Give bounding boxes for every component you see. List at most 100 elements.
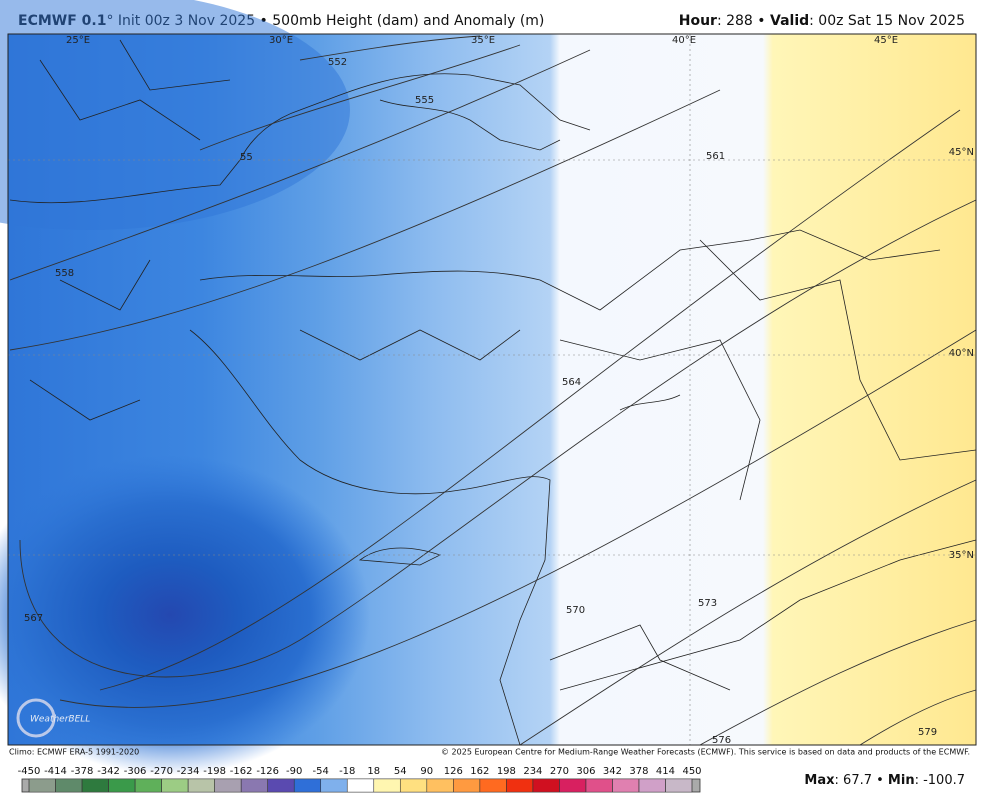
contour-label: 55 — [240, 152, 253, 163]
colorbar-tick-label: 450 — [682, 766, 701, 777]
header-valid: Hour: 288 • Valid: 00z Sat 15 Nov 2025 — [679, 13, 965, 29]
watermark-logo — [16, 698, 56, 738]
max-min: Max: 67.7 • Min: -100.7 — [804, 773, 965, 788]
longitude-label: 40°E — [672, 35, 696, 46]
colorbar-bin — [400, 778, 427, 793]
contour-label: 570 — [566, 605, 585, 616]
colorbar-bin — [347, 778, 374, 793]
border-line — [559, 339, 761, 501]
colorbar-bin — [134, 778, 162, 793]
colorbar-tick-label: -342 — [97, 766, 120, 777]
footer: Climo: ECMWF ERA-5 1991-2020 © 2025 Euro… — [9, 748, 970, 757]
colorbar-tick-label: -378 — [71, 766, 94, 777]
colorbar-tick-label: -234 — [177, 766, 200, 777]
graticule-labels: 25°E 30°E 35°E 40°E 45°E 45°N 40°N 35°N — [66, 35, 974, 561]
height-contours — [8, 34, 977, 746]
colorbar-tick-label: 342 — [603, 766, 622, 777]
border-line — [29, 39, 521, 421]
colorbar-tick-label: 414 — [656, 766, 675, 777]
contour-label: 573 — [698, 598, 717, 609]
borders — [9, 39, 977, 746]
colorbar-bin — [479, 778, 507, 793]
longitude-label: 25°E — [66, 35, 90, 46]
contour — [9, 89, 721, 351]
colorbar-tick-label: -198 — [203, 766, 226, 777]
text-segment: : -100.7 — [915, 773, 965, 788]
copyright: © 2025 European Centre for Medium-Range … — [441, 748, 970, 757]
colorbar-bin — [532, 778, 560, 793]
latitude-label: 35°N — [949, 550, 974, 561]
contour — [9, 49, 591, 281]
graticule — [8, 34, 976, 745]
text-segment: Min — [888, 773, 915, 788]
colorbar-tick-label: 306 — [576, 766, 595, 777]
latitude-label: 45°N — [949, 147, 974, 158]
contour-label: 564 — [562, 377, 581, 388]
lake — [619, 394, 681, 411]
colorbar-tick-label: -414 — [44, 766, 67, 777]
contour-label: 558 — [55, 268, 74, 279]
colorbar-bin — [187, 778, 215, 793]
contour-labels: 552 555 55 558 561 564 567 570 573 576 5… — [24, 57, 937, 746]
colorbar: -450 -414 -378 -342 -306 -270 -234 -198 -162 -126… — [18, 766, 702, 793]
colorbar-tick-label: 126 — [444, 766, 463, 777]
colorbar-tick-label: -162 — [230, 766, 253, 777]
colorbar-bin — [267, 778, 295, 793]
colorbar-bin — [108, 778, 136, 793]
text-segment: : 00z Sat 15 Nov 2025 — [809, 13, 965, 29]
colorbar-tick-label: -126 — [256, 766, 279, 777]
anatolia-coast — [189, 329, 551, 746]
colorbar-bin — [506, 778, 534, 793]
contour — [699, 619, 977, 746]
longitude-label: 45°E — [874, 35, 898, 46]
contour — [199, 44, 521, 151]
text-segment: : 288 • — [717, 13, 770, 29]
contour — [19, 199, 977, 678]
colorbar-tick-label: -54 — [313, 766, 329, 777]
colorbar-bin — [373, 778, 401, 793]
colorbar-tick-label: 378 — [629, 766, 648, 777]
colorbar-bin — [638, 778, 666, 793]
colorbar-bin — [161, 778, 189, 793]
colorbar-bin — [81, 778, 109, 793]
border-line — [699, 239, 977, 461]
anomaly-low — [0, 455, 370, 775]
map-frame — [7, 33, 977, 746]
colorbar-bin — [426, 778, 454, 793]
colorbar-bin — [453, 778, 481, 793]
contour-label: 576 — [712, 735, 731, 746]
colorbar-tick-label: -90 — [286, 766, 302, 777]
colorbar-tick-label: -18 — [339, 766, 355, 777]
text-segment: Valid — [770, 13, 809, 29]
colorbar-tick-label: 54 — [394, 766, 407, 777]
colorbar-bin — [214, 778, 242, 793]
colorbar-tick-label: 234 — [523, 766, 542, 777]
text-segment: Hour — [679, 13, 717, 29]
contour-label: 552 — [328, 57, 347, 68]
climo-note: Climo: ECMWF ERA-5 1991-2020 — [9, 748, 139, 757]
anomaly-low-north — [0, 0, 350, 230]
colorbar-bin — [559, 778, 587, 793]
colorbar-tick-label: -306 — [124, 766, 147, 777]
colorbar-bin — [55, 778, 83, 793]
contour — [299, 35, 481, 61]
contour — [99, 109, 961, 691]
colorbar-bin — [585, 778, 613, 793]
colorbar-tick-label: -450 — [18, 766, 41, 777]
text-segment: : 67.7 • — [835, 773, 888, 788]
colorbar-bin — [612, 778, 640, 793]
border-line — [559, 539, 977, 691]
watermark: WeatherBELL — [30, 715, 90, 725]
latitude-label: 40°N — [949, 348, 974, 359]
contour — [519, 479, 977, 746]
colorbar-bin — [665, 778, 693, 793]
border-line — [549, 624, 731, 691]
colorbar-tick-label: 18 — [367, 766, 380, 777]
colorbar-bin — [28, 778, 56, 793]
contour-label: 579 — [918, 727, 937, 738]
colorbar-tick-label: 162 — [470, 766, 489, 777]
contour-label: 555 — [415, 95, 434, 106]
contour-label: 567 — [24, 613, 43, 624]
contour — [59, 329, 977, 708]
